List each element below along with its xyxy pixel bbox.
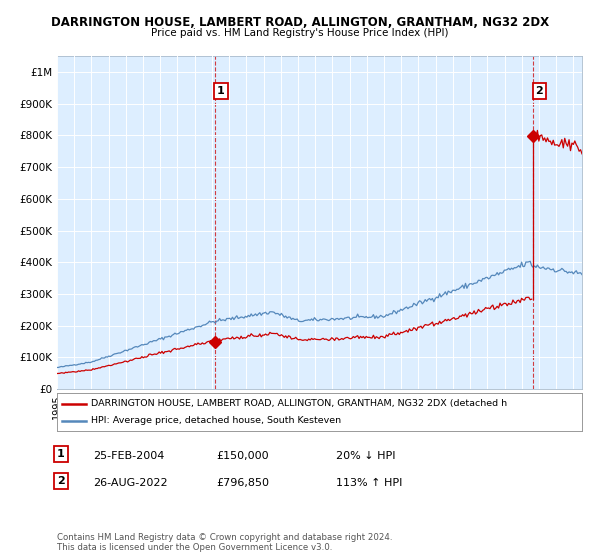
Text: £796,850: £796,850 — [216, 478, 269, 488]
Text: 25-FEB-2004: 25-FEB-2004 — [93, 451, 164, 461]
Text: 2: 2 — [536, 86, 543, 96]
Text: 1: 1 — [57, 449, 65, 459]
Text: 26-AUG-2022: 26-AUG-2022 — [93, 478, 167, 488]
Text: Price paid vs. HM Land Registry's House Price Index (HPI): Price paid vs. HM Land Registry's House … — [151, 28, 449, 38]
Text: DARRINGTON HOUSE, LAMBERT ROAD, ALLINGTON, GRANTHAM, NG32 2DX (detached h: DARRINGTON HOUSE, LAMBERT ROAD, ALLINGTO… — [91, 399, 507, 408]
Text: This data is licensed under the Open Government Licence v3.0.: This data is licensed under the Open Gov… — [57, 543, 332, 552]
Text: Contains HM Land Registry data © Crown copyright and database right 2024.: Contains HM Land Registry data © Crown c… — [57, 533, 392, 542]
Text: 113% ↑ HPI: 113% ↑ HPI — [336, 478, 403, 488]
Text: 2: 2 — [57, 476, 65, 486]
Text: £150,000: £150,000 — [216, 451, 269, 461]
Text: HPI: Average price, detached house, South Kesteven: HPI: Average price, detached house, Sout… — [91, 416, 341, 425]
Text: 1: 1 — [217, 86, 225, 96]
Text: 20% ↓ HPI: 20% ↓ HPI — [336, 451, 395, 461]
Text: DARRINGTON HOUSE, LAMBERT ROAD, ALLINGTON, GRANTHAM, NG32 2DX: DARRINGTON HOUSE, LAMBERT ROAD, ALLINGTO… — [51, 16, 549, 29]
